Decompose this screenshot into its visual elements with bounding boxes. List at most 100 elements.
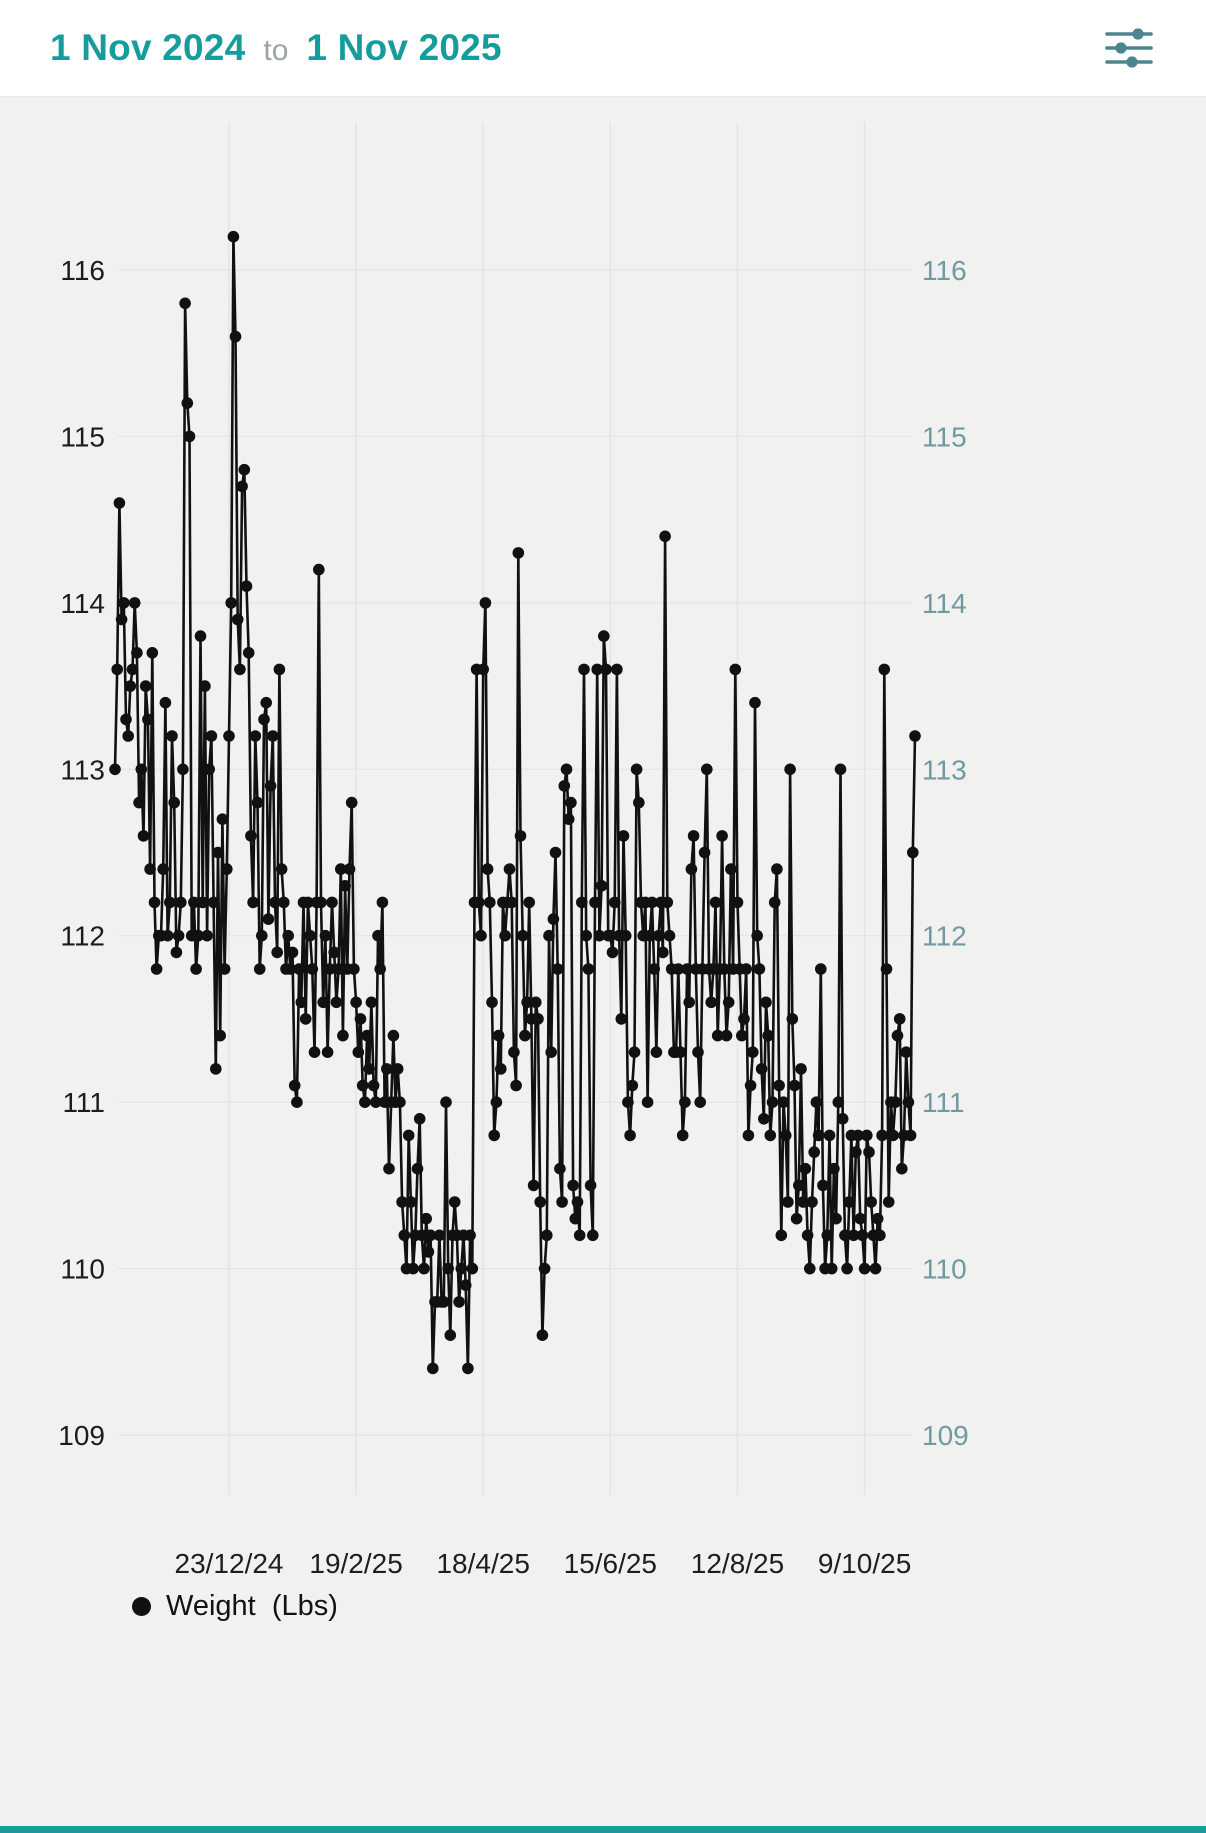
weight-point[interactable] xyxy=(716,830,728,842)
weight-point[interactable] xyxy=(345,796,358,809)
weight-point[interactable] xyxy=(747,1046,759,1058)
weight-point[interactable] xyxy=(113,497,126,509)
weight-point[interactable] xyxy=(499,929,511,942)
weight-point[interactable] xyxy=(685,863,698,875)
weight-point[interactable] xyxy=(459,1279,472,1291)
weight-point[interactable] xyxy=(808,1146,820,1158)
weight-point[interactable] xyxy=(766,1096,779,1108)
weight-point[interactable] xyxy=(556,1196,568,1208)
weight-point[interactable] xyxy=(606,946,619,959)
weight-point[interactable] xyxy=(356,1079,369,1092)
weight-point[interactable] xyxy=(764,1129,777,1142)
weight-point[interactable] xyxy=(124,680,137,692)
weight-point[interactable] xyxy=(214,1029,226,1042)
weight-point[interactable] xyxy=(391,1063,404,1075)
weight-point[interactable] xyxy=(799,1162,812,1175)
weight-point[interactable] xyxy=(306,963,319,975)
weight-point[interactable] xyxy=(299,1013,312,1025)
weight-point[interactable] xyxy=(676,1129,689,1142)
weight-point[interactable] xyxy=(532,1013,544,1025)
weight-point[interactable] xyxy=(139,680,152,692)
weight-point[interactable] xyxy=(516,929,529,942)
weight-point[interactable] xyxy=(137,830,150,842)
weight-point[interactable] xyxy=(832,1096,845,1108)
weight-point[interactable] xyxy=(275,863,288,875)
weight-point[interactable] xyxy=(350,996,362,1009)
weight-point[interactable] xyxy=(488,1129,501,1142)
weight-point[interactable] xyxy=(823,1129,836,1142)
weight-point[interactable] xyxy=(131,647,143,659)
weight-point[interactable] xyxy=(321,1046,334,1058)
weight-point[interactable] xyxy=(718,963,731,975)
weight-point[interactable] xyxy=(705,996,717,1009)
weight-point[interactable] xyxy=(146,647,159,659)
weight-point[interactable] xyxy=(462,1362,474,1375)
weight-point[interactable] xyxy=(861,1129,873,1142)
weight-point[interactable] xyxy=(438,1296,450,1308)
weight-point[interactable] xyxy=(177,763,189,776)
weight-point[interactable] xyxy=(286,946,299,959)
weight-point[interactable] xyxy=(760,996,772,1009)
weight-point[interactable] xyxy=(779,1129,792,1142)
weight-point[interactable] xyxy=(817,1179,829,1192)
weight-point[interactable] xyxy=(854,1212,866,1225)
date-range-end[interactable]: 1 Nov 2025 xyxy=(306,27,502,68)
weight-point[interactable] xyxy=(742,1129,755,1142)
weight-point[interactable] xyxy=(731,896,744,909)
weight-point[interactable] xyxy=(284,963,297,975)
weight-point[interactable] xyxy=(161,929,174,942)
weight-point[interactable] xyxy=(869,1262,882,1275)
weight-point[interactable] xyxy=(793,1179,805,1192)
weight-point[interactable] xyxy=(788,1079,801,1092)
weight-point[interactable] xyxy=(852,1129,864,1142)
weight-point[interactable] xyxy=(363,1063,376,1075)
weight-point[interactable] xyxy=(440,1096,452,1108)
weight-point[interactable] xyxy=(383,1162,395,1175)
weight-point[interactable] xyxy=(330,996,343,1009)
weight-point[interactable] xyxy=(210,1063,222,1075)
weight-point[interactable] xyxy=(126,663,139,676)
weight-point[interactable] xyxy=(175,896,187,909)
weight-point[interactable] xyxy=(343,863,356,875)
weight-point[interactable] xyxy=(203,763,215,776)
weight-point[interactable] xyxy=(157,863,169,875)
weight-point[interactable] xyxy=(354,1013,367,1025)
weight-point[interactable] xyxy=(247,896,259,909)
weight-point[interactable] xyxy=(547,913,560,925)
weight-point[interactable] xyxy=(850,1146,862,1158)
weight-point[interactable] xyxy=(519,1029,531,1042)
weight-point[interactable] xyxy=(644,929,656,942)
weight-point[interactable] xyxy=(473,896,485,909)
weight-point[interactable] xyxy=(701,763,713,776)
weight-point[interactable] xyxy=(398,1229,411,1242)
weight-point[interactable] xyxy=(317,996,330,1009)
weight-point[interactable] xyxy=(442,1262,455,1275)
weight-point[interactable] xyxy=(858,1262,871,1275)
weight-point[interactable] xyxy=(554,1162,566,1175)
weight-point[interactable] xyxy=(514,830,527,842)
weight-point[interactable] xyxy=(527,1179,540,1192)
weight-point[interactable] xyxy=(271,946,284,959)
weight-point[interactable] xyxy=(332,963,345,975)
weight-point[interactable] xyxy=(619,929,632,942)
weight-point[interactable] xyxy=(411,1162,424,1175)
weight-point[interactable] xyxy=(661,896,674,909)
weight-point[interactable] xyxy=(652,929,665,942)
weight-point[interactable] xyxy=(262,913,275,925)
weight-point[interactable] xyxy=(836,1113,849,1125)
weight-point[interactable] xyxy=(427,1362,439,1375)
weight-point[interactable] xyxy=(238,463,251,476)
weight-point[interactable] xyxy=(418,1262,430,1275)
weight-point[interactable] xyxy=(569,1212,582,1225)
weight-point[interactable] xyxy=(115,613,128,626)
weight-point[interactable] xyxy=(479,597,492,609)
weight-point[interactable] xyxy=(584,1179,597,1192)
weight-point[interactable] xyxy=(264,780,277,792)
weight-point[interactable] xyxy=(565,796,577,809)
weight-point[interactable] xyxy=(255,929,268,942)
weight-point[interactable] xyxy=(523,896,535,909)
weight-point[interactable] xyxy=(562,813,575,825)
weight-point[interactable] xyxy=(150,963,163,975)
weight-point[interactable] xyxy=(698,846,711,859)
weight-point[interactable] xyxy=(223,730,235,742)
